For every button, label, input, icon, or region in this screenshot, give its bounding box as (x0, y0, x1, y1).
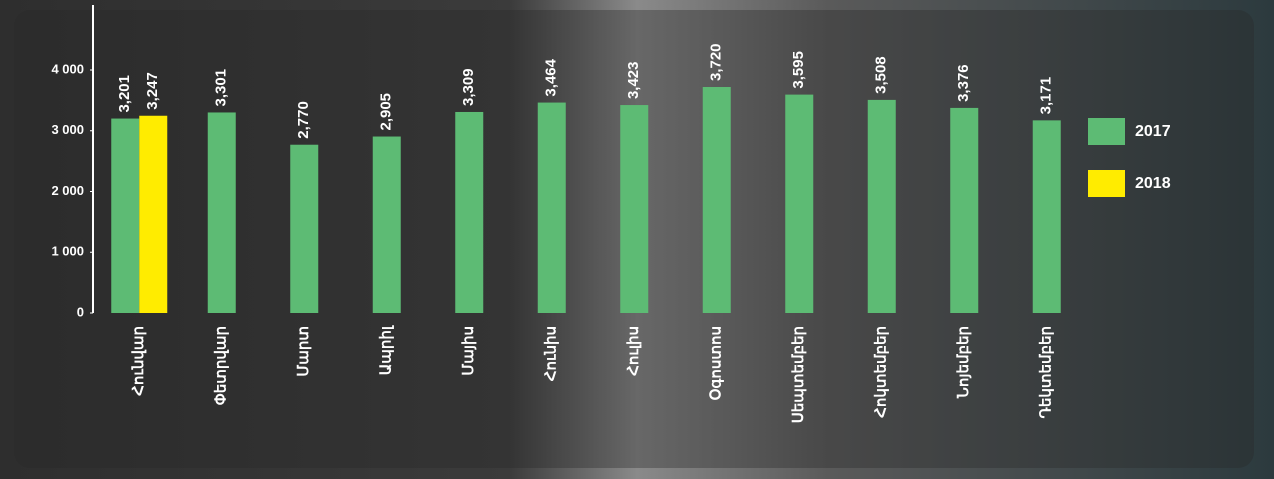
x-tick-label: Փետրվար (213, 326, 230, 405)
value-label: 3,423 (625, 62, 642, 100)
value-label: 3,464 (543, 58, 560, 96)
y-tick-label: 3 000 (51, 122, 84, 137)
value-label: 3,720 (708, 43, 725, 81)
bar (620, 105, 649, 313)
y-tick-label: 4 000 (51, 61, 84, 76)
x-tick-label: Նոյեմբեր (955, 326, 972, 399)
bar (867, 99, 896, 313)
y-tick-label: 0 (77, 304, 84, 319)
x-tick-label: Մայիս (460, 326, 477, 376)
value-label: 3,171 (1038, 77, 1055, 115)
x-tick-label: Հոկտեմբեր (873, 326, 890, 418)
bar (372, 136, 401, 313)
bar (1032, 120, 1061, 313)
y-tick-label: 1 000 (51, 244, 84, 259)
legend-label: 2018 (1135, 175, 1171, 192)
value-label: 2,770 (295, 101, 312, 139)
bar (537, 102, 566, 313)
y-tick-label: 2 000 (51, 183, 84, 198)
x-tick-label: Հուլիս (625, 326, 642, 376)
bar (207, 112, 236, 313)
value-label: 3,201 (116, 75, 133, 113)
legend-swatch (1088, 118, 1125, 145)
bar (702, 87, 731, 313)
x-tick-label: Մարտ (295, 326, 312, 377)
bar (111, 118, 140, 313)
value-label: 2,905 (378, 93, 395, 131)
value-label: 3,247 (144, 72, 161, 110)
x-tick-label: Ապրիլ (378, 325, 395, 375)
x-tick-label: Դեկտեմբեր (1038, 326, 1055, 418)
value-label: 3,301 (213, 69, 230, 107)
bar (290, 144, 319, 313)
x-tick-label: Օգոստոս (708, 326, 725, 400)
value-label: 3,376 (955, 64, 972, 102)
legend-swatch (1088, 170, 1125, 197)
x-tick-label: Սեպտեմբեր (790, 326, 807, 423)
value-label: 3,508 (873, 56, 890, 94)
bar (139, 115, 168, 313)
value-label: 3,309 (460, 68, 477, 106)
bar (950, 107, 979, 313)
bar (455, 111, 484, 313)
x-tick-label: Հունիս (543, 326, 560, 381)
legend-label: 2017 (1135, 123, 1171, 140)
x-tick-label: Հունվար (130, 326, 147, 396)
bar (785, 94, 814, 313)
value-label: 3,595 (790, 51, 807, 89)
